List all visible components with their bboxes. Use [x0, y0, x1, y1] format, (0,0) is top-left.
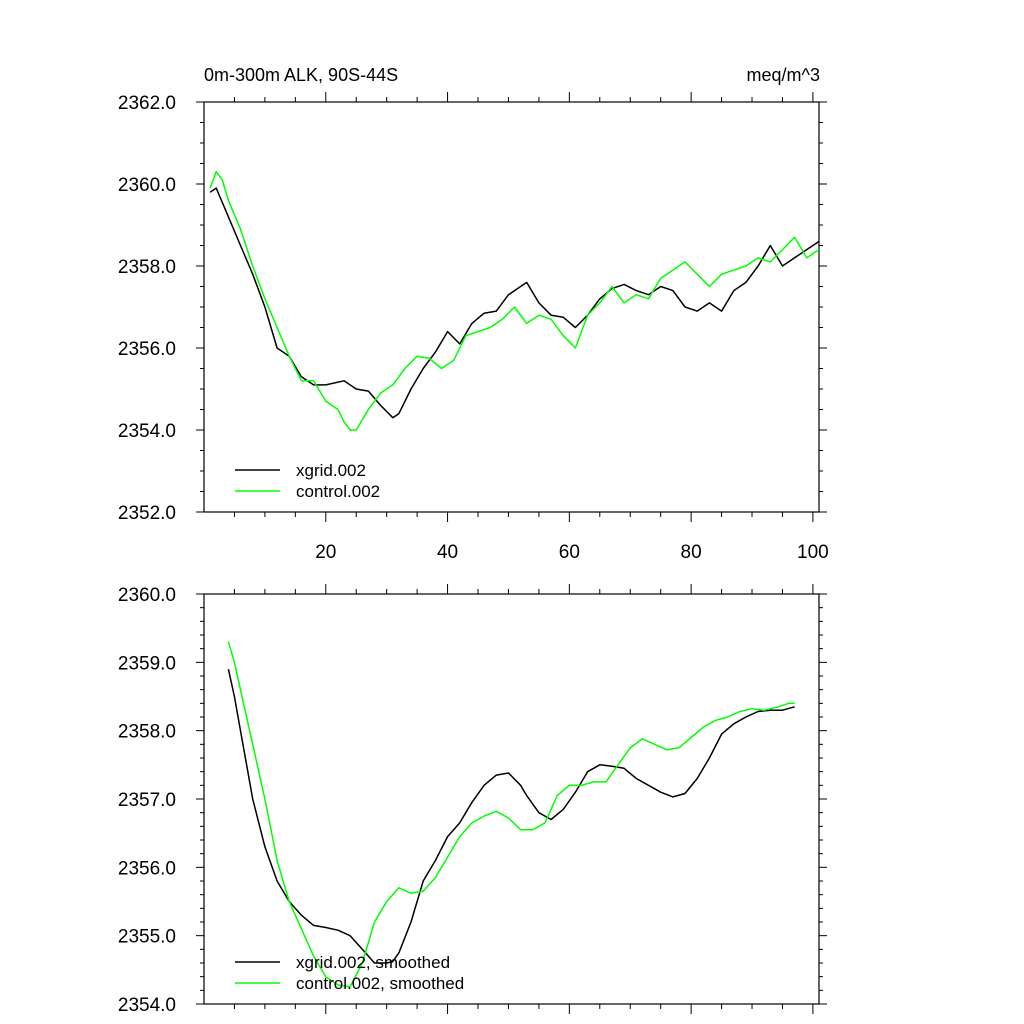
y-tick-label: 2358.0 [118, 257, 176, 278]
legend-label-control-smoothed: control.002, smoothed [296, 974, 464, 993]
series-lines-bottom [227, 641, 795, 988]
y-tick-label: 2355.0 [118, 927, 176, 948]
series-lines-top [209, 170, 820, 431]
plot-frame-bottom [203, 593, 820, 1005]
legend-label-xgrid-smoothed: xgrid.002, smoothed [296, 953, 450, 972]
y-tick-label: 2360.0 [118, 585, 176, 606]
series-line-xgrid-002 [209, 187, 820, 419]
y-tick-label: 2356.0 [118, 858, 176, 879]
legend-label-xgrid: xgrid.002 [296, 461, 366, 480]
top-panel: 0m-300m ALK, 90S-44S meq/m^3 2352.0 2354.… [118, 65, 829, 563]
ticks-top: 2352.0 2354.0 2356.0 2358.0 2360.0 2362.0 20 40… [118, 92, 829, 563]
x-tick-label: 20 [315, 542, 336, 563]
y-tick-label: 2359.0 [118, 653, 176, 674]
y-tick-label: 2360.0 [118, 175, 176, 196]
x-tick-label: 60 [559, 542, 580, 563]
y-tick-label: 2362.0 [118, 93, 176, 114]
units-label: meq/m^3 [747, 65, 820, 85]
series-line-xgrid-002-smoothed [227, 669, 795, 964]
y-tick-label: 2356.0 [118, 339, 176, 360]
legend-top: xgrid.002 control.002 [235, 461, 380, 501]
series-line-control-002-smoothed [227, 641, 795, 988]
y-tick-label: 2357.0 [118, 790, 176, 811]
legend-bottom: xgrid.002, smoothed control.002, smoothe… [235, 953, 464, 993]
y-tick-label: 2352.0 [118, 503, 176, 524]
x-tick-label: 40 [437, 542, 458, 563]
x-tick-label: 100 [797, 542, 829, 563]
y-tick-label: 2354.0 [118, 421, 176, 442]
legend-label-control: control.002 [296, 482, 380, 501]
bottom-panel: 2354.0 2355.0 2356.0 2357.0 2358.0 2359.0 2360… [118, 584, 827, 1016]
ticks-bottom: 2354.0 2355.0 2356.0 2357.0 2358.0 2359.0 2360… [118, 584, 827, 1016]
y-tick-label: 2358.0 [118, 722, 176, 743]
plot-frame-top [203, 101, 820, 513]
chart-title: 0m-300m ALK, 90S-44S [204, 65, 398, 85]
y-tick-label: 2354.0 [118, 995, 176, 1016]
series-line-control-002 [209, 170, 820, 431]
x-tick-label: 80 [681, 542, 702, 563]
